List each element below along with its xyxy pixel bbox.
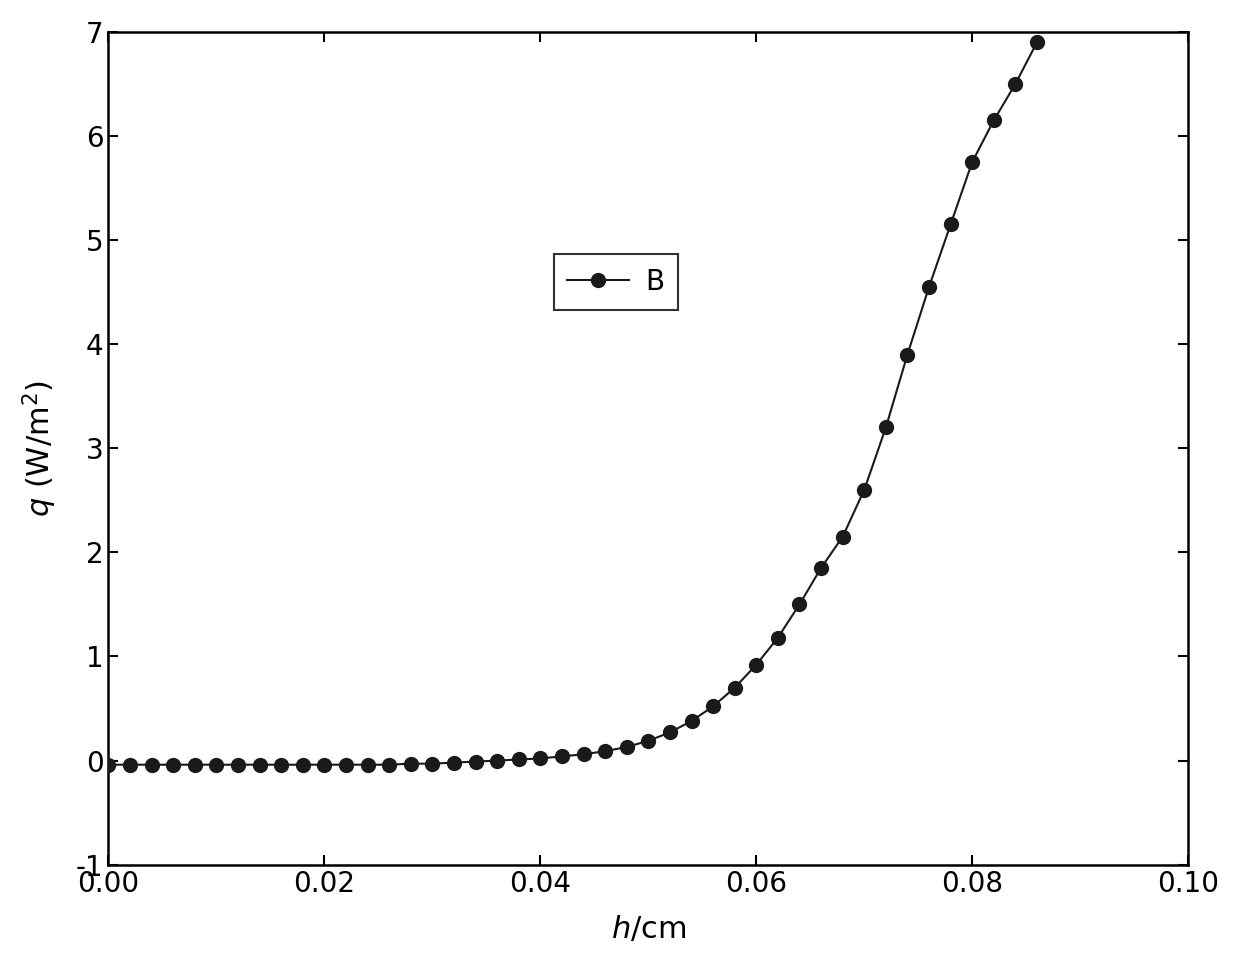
B — [619, 741, 634, 753]
B — [469, 756, 484, 767]
B — [792, 598, 807, 610]
B — [577, 749, 591, 760]
B — [749, 659, 764, 671]
B — [662, 727, 677, 738]
B — [900, 348, 915, 360]
B — [878, 422, 893, 433]
B — [252, 758, 267, 770]
B — [965, 156, 980, 168]
B — [1029, 37, 1044, 48]
B — [836, 531, 851, 542]
B — [144, 758, 159, 770]
B — [210, 758, 224, 770]
B — [554, 751, 569, 762]
Line: B: B — [100, 35, 1044, 772]
B — [857, 484, 872, 496]
B — [921, 281, 936, 292]
B — [511, 754, 526, 765]
B — [641, 735, 656, 747]
B — [231, 758, 246, 770]
B — [425, 758, 440, 769]
B — [728, 682, 743, 694]
B — [295, 758, 310, 770]
B — [598, 745, 613, 757]
B — [770, 632, 785, 644]
B — [123, 758, 138, 770]
B — [446, 757, 461, 768]
B — [339, 758, 353, 770]
B — [1008, 78, 1023, 90]
B — [100, 758, 115, 770]
X-axis label: $h$/cm: $h$/cm — [610, 914, 686, 944]
B — [274, 758, 289, 770]
B — [382, 758, 397, 770]
B — [706, 701, 720, 712]
B — [986, 115, 1001, 126]
B — [813, 563, 828, 574]
B — [187, 758, 202, 770]
B — [944, 219, 959, 231]
Y-axis label: $q$ (W/m$^2$): $q$ (W/m$^2$) — [21, 379, 60, 517]
B — [684, 715, 699, 727]
B — [317, 758, 332, 770]
Legend: B: B — [553, 254, 678, 310]
B — [490, 755, 505, 766]
B — [360, 758, 374, 770]
B — [166, 758, 181, 770]
B — [533, 753, 548, 764]
B — [403, 758, 418, 769]
